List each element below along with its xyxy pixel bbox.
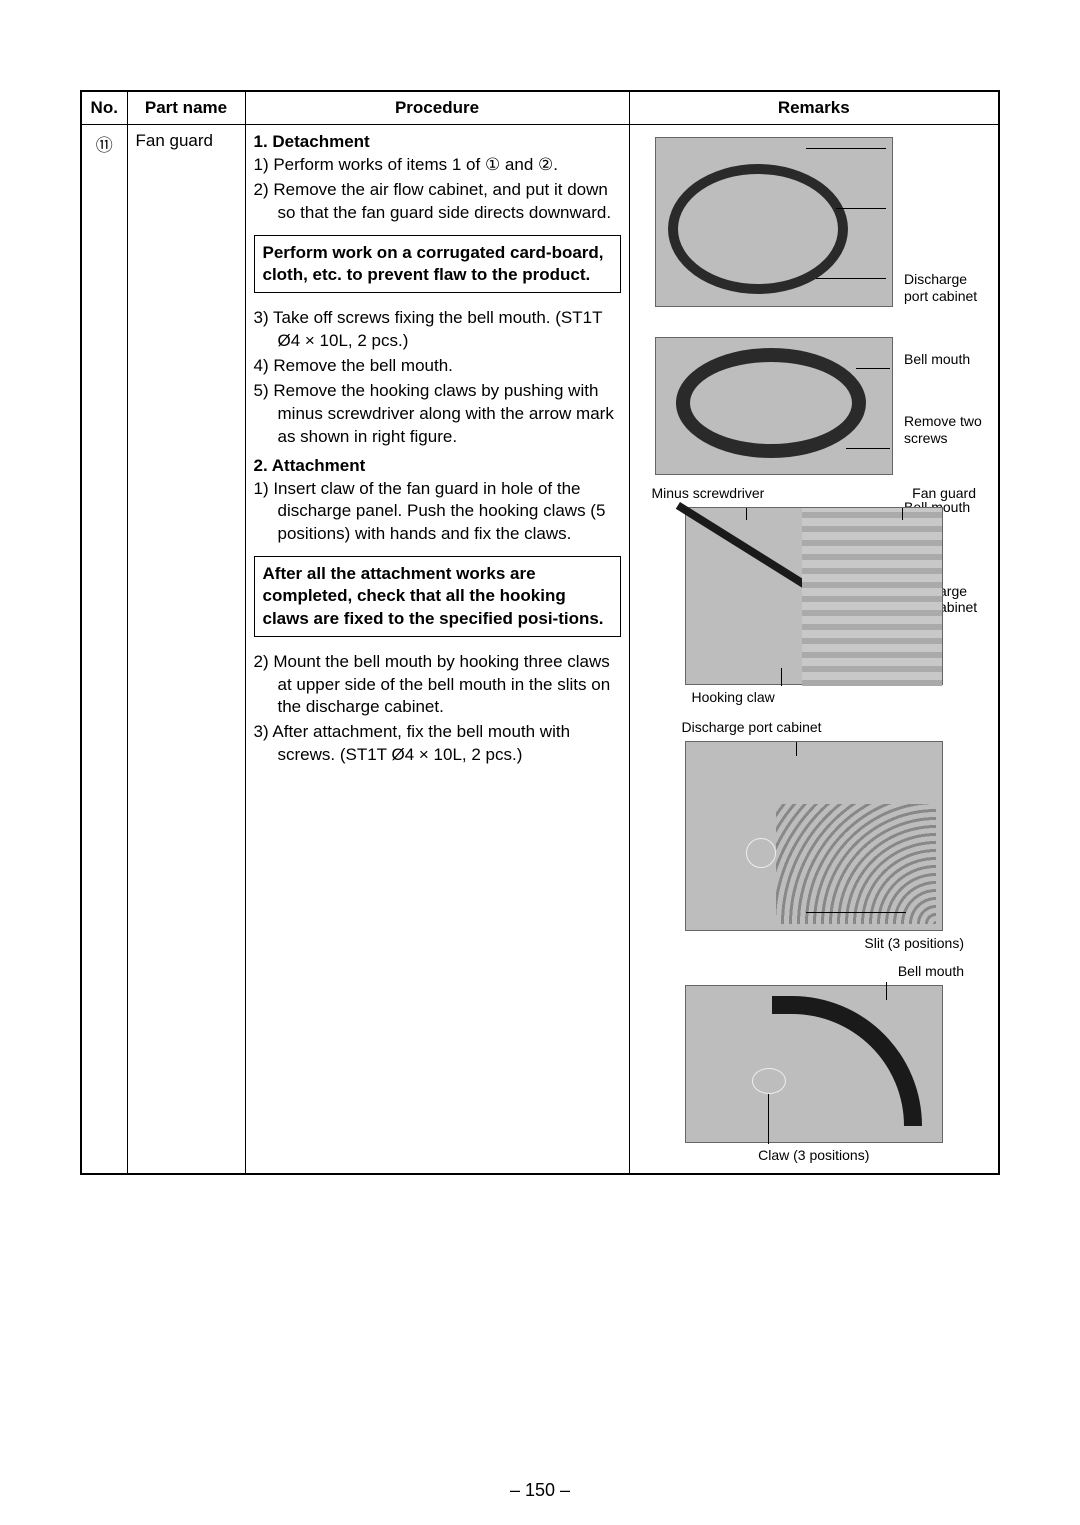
figure-3 (685, 507, 943, 685)
detach-step-2: 2) Remove the air flow cabinet, and put … (254, 179, 621, 225)
table-row: ⑪ Fan guard 1. Detachment 1) Perform wor… (81, 125, 999, 1175)
fig1-label-c: Remove two screws (904, 413, 986, 447)
remarks-figures: Discharge port cabinet Bell mouth Remove… (638, 131, 991, 1163)
detach-step-3: 3) Take off screws fixing the bell mouth… (254, 307, 621, 353)
fig4-label-a: Discharge port cabinet (682, 719, 991, 735)
attach-step-2: 2) Mount the bell mouth by hooking three… (254, 651, 621, 720)
figure-4 (685, 741, 943, 931)
fig1-label-b: Bell mouth (904, 351, 986, 368)
attach-step-3: 3) After attachment, fix the bell mouth … (254, 721, 621, 767)
header-procedure: Procedure (245, 91, 629, 125)
header-no: No. (81, 91, 127, 125)
fig5-label-a: Bell mouth (638, 963, 965, 979)
fig5-label-b: Claw (3 positions) (638, 1147, 991, 1163)
detach-step-5: 5) Remove the hooking claws by pushing w… (254, 380, 621, 449)
figure-2 (655, 337, 893, 475)
header-part: Part name (127, 91, 245, 125)
fig1-label-a: Discharge port cabinet (904, 271, 986, 305)
attach-step-1: 1) Insert claw of the fan guard in hole … (254, 478, 621, 547)
procedure-content: 1. Detachment 1) Perform works of items … (254, 131, 621, 767)
fig3-label-a: Minus screwdriver (652, 485, 765, 501)
header-remarks: Remarks (629, 91, 999, 125)
fig4-label-b: Slit (3 positions) (638, 935, 965, 951)
page-number: – 150 – (0, 1480, 1080, 1501)
detach-step-1: 1) Perform works of items 1 of ① and ②. (254, 154, 621, 177)
figure-1 (655, 137, 893, 307)
detach-step-4: 4) Remove the bell mouth. (254, 355, 621, 378)
figure-5 (685, 985, 943, 1143)
detachment-heading: 1. Detachment (254, 131, 621, 154)
note-box-2: After all the attachment works are compl… (254, 556, 621, 636)
procedure-table: No. Part name Procedure Remarks ⑪ Fan gu… (80, 90, 1000, 1175)
note-box-1: Perform work on a corrugated card-board,… (254, 235, 621, 293)
fig3-label-c: Hooking claw (692, 689, 991, 705)
part-name: Fan guard (136, 131, 214, 150)
attachment-heading: 2. Attachment (254, 455, 621, 478)
row-number: ⑪ (96, 136, 113, 155)
